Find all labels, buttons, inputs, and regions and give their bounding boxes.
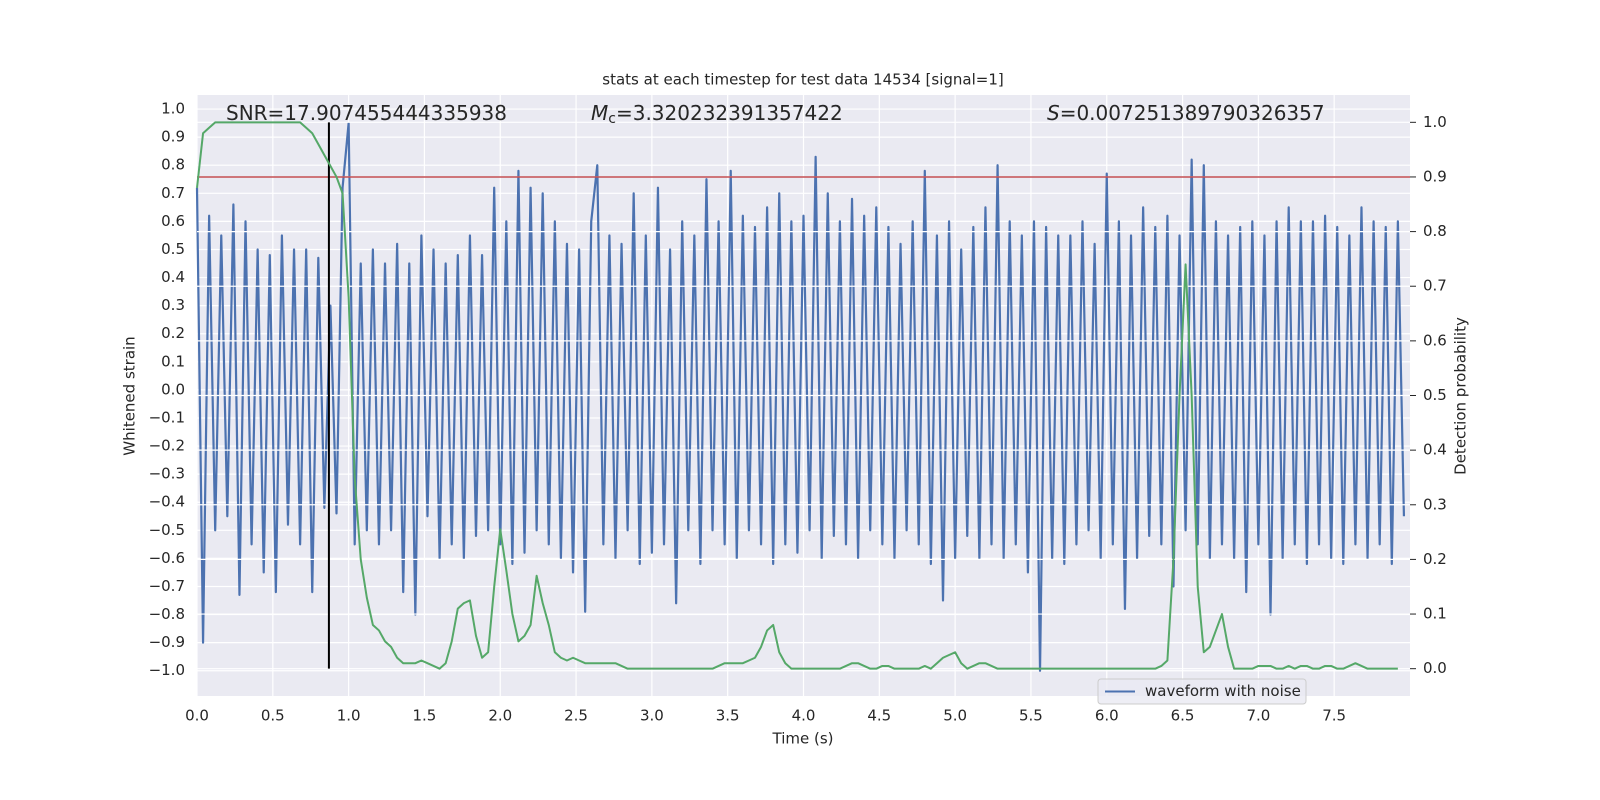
x-tick-label: 6.0 <box>1095 707 1119 725</box>
waveform-line <box>195 121 1406 672</box>
y-tick-label: −0.3 <box>149 465 185 483</box>
chart-title: stats at each timestep for test data 145… <box>602 71 1003 89</box>
x-tick-label: 4.5 <box>867 707 891 725</box>
y-tick-label: 0.4 <box>161 268 185 286</box>
x-tick-label: 0.0 <box>185 707 209 725</box>
y-tick-label: 0.5 <box>161 240 185 258</box>
y-tick-label: −1.0 <box>149 661 185 679</box>
annotation-part: SNR=17.907455444335938 <box>226 101 507 125</box>
y2-tick-label: 0.1 <box>1423 605 1447 623</box>
y-tick-label: 0.1 <box>161 352 185 370</box>
annotation-part: c <box>608 111 616 127</box>
y-tick-label: 0.0 <box>161 380 185 398</box>
y2-axis-label: Detection probability <box>1452 317 1470 475</box>
y2-tick-label: 0.6 <box>1423 331 1447 349</box>
y-tick-label: −0.7 <box>149 577 185 595</box>
legend: waveform with noise <box>1097 678 1307 705</box>
y2-tick-label: 0.8 <box>1423 222 1447 240</box>
x-tick-label: 6.5 <box>1171 707 1195 725</box>
y-tick-label: −0.8 <box>149 605 185 623</box>
y2-tick-label: 0.0 <box>1423 659 1447 677</box>
annotation-part: =3.320232391357422 <box>616 101 843 125</box>
x-axis-label: Time (s) <box>772 730 834 748</box>
annotation: SNR=17.907455444335938 <box>226 101 507 125</box>
y-tick-label: 0.7 <box>161 184 185 202</box>
y-tick-label: −0.1 <box>149 408 185 426</box>
y-tick-label: −0.4 <box>149 493 185 511</box>
x-tick-label: 5.5 <box>1019 707 1043 725</box>
annotation: Mc=3.320232391357422 <box>591 101 843 128</box>
x-tick-label: 7.0 <box>1246 707 1270 725</box>
y-tick-label: 0.8 <box>161 156 185 174</box>
x-tick-label: 4.0 <box>792 707 816 725</box>
annotation-part: =0.007251389790326357 <box>1060 101 1325 125</box>
y-tick-label: 0.2 <box>161 324 185 342</box>
y2-tick-label: 0.5 <box>1423 386 1447 404</box>
y-tick-label: 0.9 <box>161 128 185 146</box>
y2-tick-label: 1.0 <box>1423 113 1447 131</box>
x-tick-label: 3.5 <box>716 707 740 725</box>
y-tick-label: −0.5 <box>149 521 185 539</box>
x-tick-label: 7.5 <box>1322 707 1346 725</box>
y-tick-label: 0.3 <box>161 296 185 314</box>
y2-tick-label: 0.7 <box>1423 277 1447 295</box>
y2-tick-label: 0.3 <box>1423 495 1447 513</box>
x-tick-label: 5.0 <box>943 707 967 725</box>
x-tick-label: 2.5 <box>564 707 588 725</box>
annotation-part: M <box>591 101 608 125</box>
legend-box <box>1097 678 1307 705</box>
annotation-part: S <box>1047 101 1060 125</box>
y-tick-label: 0.6 <box>161 212 185 230</box>
y2-tick-label: 0.4 <box>1423 441 1447 459</box>
probability-line <box>196 121 1398 670</box>
y-tick-label: −0.2 <box>149 437 185 455</box>
x-tick-label: 1.0 <box>337 707 361 725</box>
y-tick-label: −0.6 <box>149 549 185 567</box>
y-tick-label: −0.9 <box>149 633 185 651</box>
x-tick-label: 0.5 <box>261 707 285 725</box>
annotation: S=0.007251389790326357 <box>1047 101 1325 125</box>
y-tick-label: 1.0 <box>161 100 185 118</box>
y2-tick-label: 0.2 <box>1423 550 1447 568</box>
y2-tick-label: 0.9 <box>1423 167 1447 185</box>
x-tick-label: 2.0 <box>488 707 512 725</box>
x-tick-label: 3.0 <box>640 707 664 725</box>
legend-label: waveform with noise <box>1145 682 1301 700</box>
y-axis-label: Whitened strain <box>121 336 139 455</box>
x-tick-label: 1.5 <box>413 707 437 725</box>
